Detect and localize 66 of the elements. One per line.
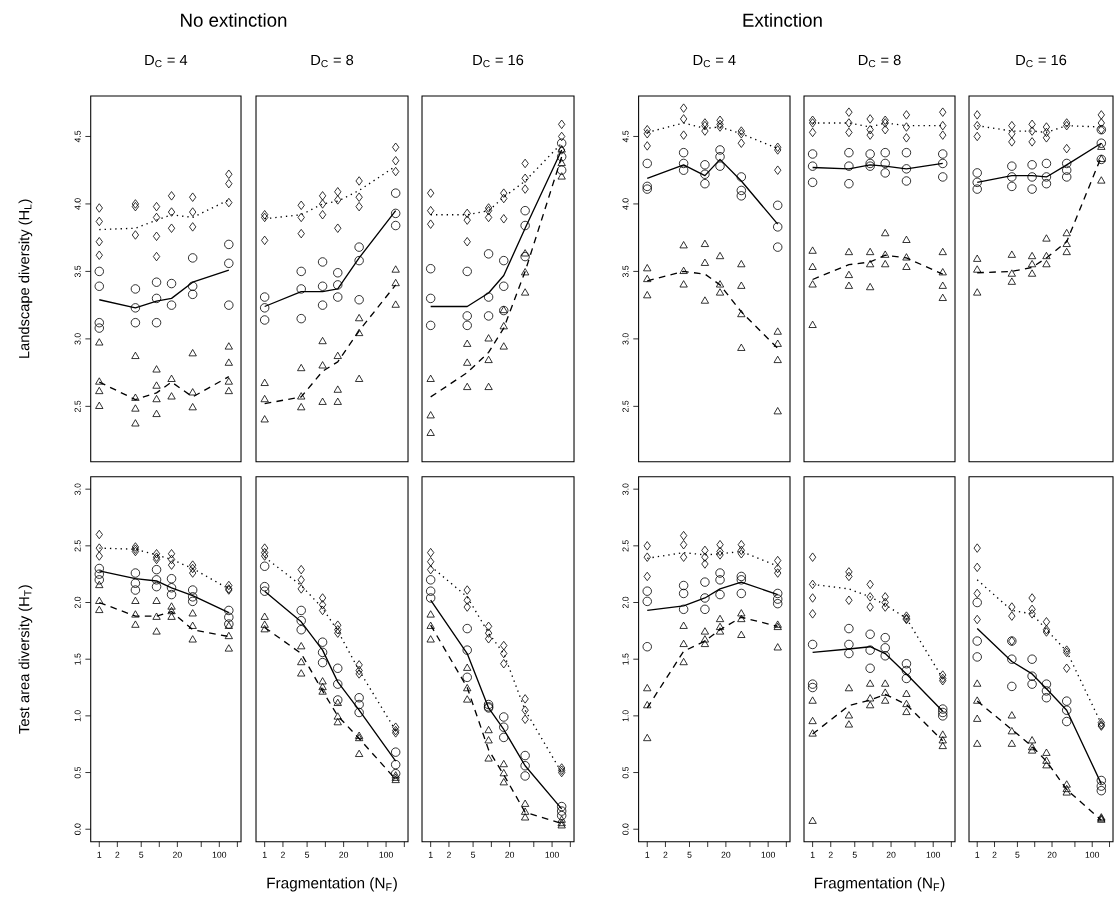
y-tick-label: 2.5 <box>622 540 629 552</box>
y-tick-label: 2.0 <box>622 596 629 609</box>
x-tick-label: 1 <box>975 851 980 858</box>
y-tick-label: 4.0 <box>74 198 81 210</box>
y-tick-label: 3.0 <box>622 333 629 345</box>
x-tick-label: 20 <box>886 851 896 858</box>
y-tick-label: 0.0 <box>74 823 81 835</box>
y-tick-label: 1.0 <box>74 710 81 722</box>
x-tick-label: 1 <box>428 851 433 858</box>
x-tick-label: 2 <box>280 851 285 858</box>
y-tick-label: 3.0 <box>622 483 629 495</box>
x-tick-label: 5 <box>1015 851 1020 858</box>
y-tick-label: 0.5 <box>622 766 629 779</box>
y-tick-label: 4.5 <box>74 130 81 143</box>
x-axis-title: Fragmentation (N$_{F}$) <box>267 877 397 892</box>
chart-title: D$_{C}$ = 16 <box>473 54 524 68</box>
x-tick-label: 20 <box>339 851 349 858</box>
x-tick-label: 100 <box>545 851 559 858</box>
x-tick-label: 100 <box>926 851 941 858</box>
x-tick-label: 5 <box>852 851 857 858</box>
y-tick-label: 1.5 <box>74 653 81 665</box>
y-tick-label: 2.0 <box>74 596 81 609</box>
x-tick-label: 2 <box>663 851 668 858</box>
y-axis-title: Test area diversity (H$_{T}$) <box>18 585 33 734</box>
y-tick-label: 2.5 <box>74 400 81 412</box>
y-tick-label: 0.0 <box>622 823 629 835</box>
y-tick-label: 4.0 <box>622 198 629 210</box>
x-tick-label: 100 <box>1085 851 1100 858</box>
y-tick-label: 0.5 <box>74 766 81 779</box>
x-tick-label: 1 <box>97 851 102 858</box>
x-tick-label: 1 <box>810 851 815 858</box>
text: No extinction <box>181 13 287 27</box>
x-tick-label: 1 <box>645 851 650 858</box>
x-tick-label: 2 <box>828 851 833 858</box>
x-tick-label: 100 <box>379 851 393 858</box>
x-tick-label: 20 <box>505 851 515 858</box>
x-tick-label: 2 <box>992 851 997 858</box>
x-tick-label: 5 <box>139 851 144 858</box>
text: Extinction <box>743 13 822 27</box>
x-tick-label: 100 <box>212 851 227 858</box>
x-tick-label: 20 <box>1047 851 1057 858</box>
y-tick-label: 2.5 <box>74 540 81 552</box>
y-tick-label: 2.5 <box>622 400 629 412</box>
x-tick-label: 5 <box>471 851 476 858</box>
y-axis-title: Landscape diversity (H$_{L}$) <box>18 199 33 358</box>
x-tick-label: 5 <box>687 851 692 858</box>
x-tick-label: 2 <box>115 851 120 858</box>
y-tick-label: 1.0 <box>622 710 629 722</box>
x-tick-label: 1 <box>262 851 267 858</box>
x-tick-label: 100 <box>761 851 776 858</box>
chart-title: D$_{C}$ = 8 <box>311 54 354 68</box>
y-tick-label: 3.0 <box>74 483 81 495</box>
x-tick-label: 2 <box>446 851 451 858</box>
x-tick-label: 20 <box>721 851 731 858</box>
chart-title: D$_{C}$ = 4 <box>693 54 736 68</box>
y-tick-label: 1.5 <box>622 653 629 665</box>
x-tick-label: 5 <box>305 851 310 858</box>
y-tick-label: 3.5 <box>622 265 629 278</box>
y-tick-label: 3.5 <box>74 265 81 278</box>
y-tick-label: 3.0 <box>74 333 81 345</box>
chart-title: D$_{C}$ = 8 <box>858 54 901 68</box>
chart-title: D$_{C}$ = 4 <box>145 54 188 68</box>
x-tick-label: 20 <box>172 851 182 858</box>
x-axis-title: Fragmentation (N$_{F}$) <box>814 877 945 892</box>
y-tick-label: 4.5 <box>622 130 629 143</box>
chart-title: D$_{C}$ = 16 <box>1016 54 1067 68</box>
